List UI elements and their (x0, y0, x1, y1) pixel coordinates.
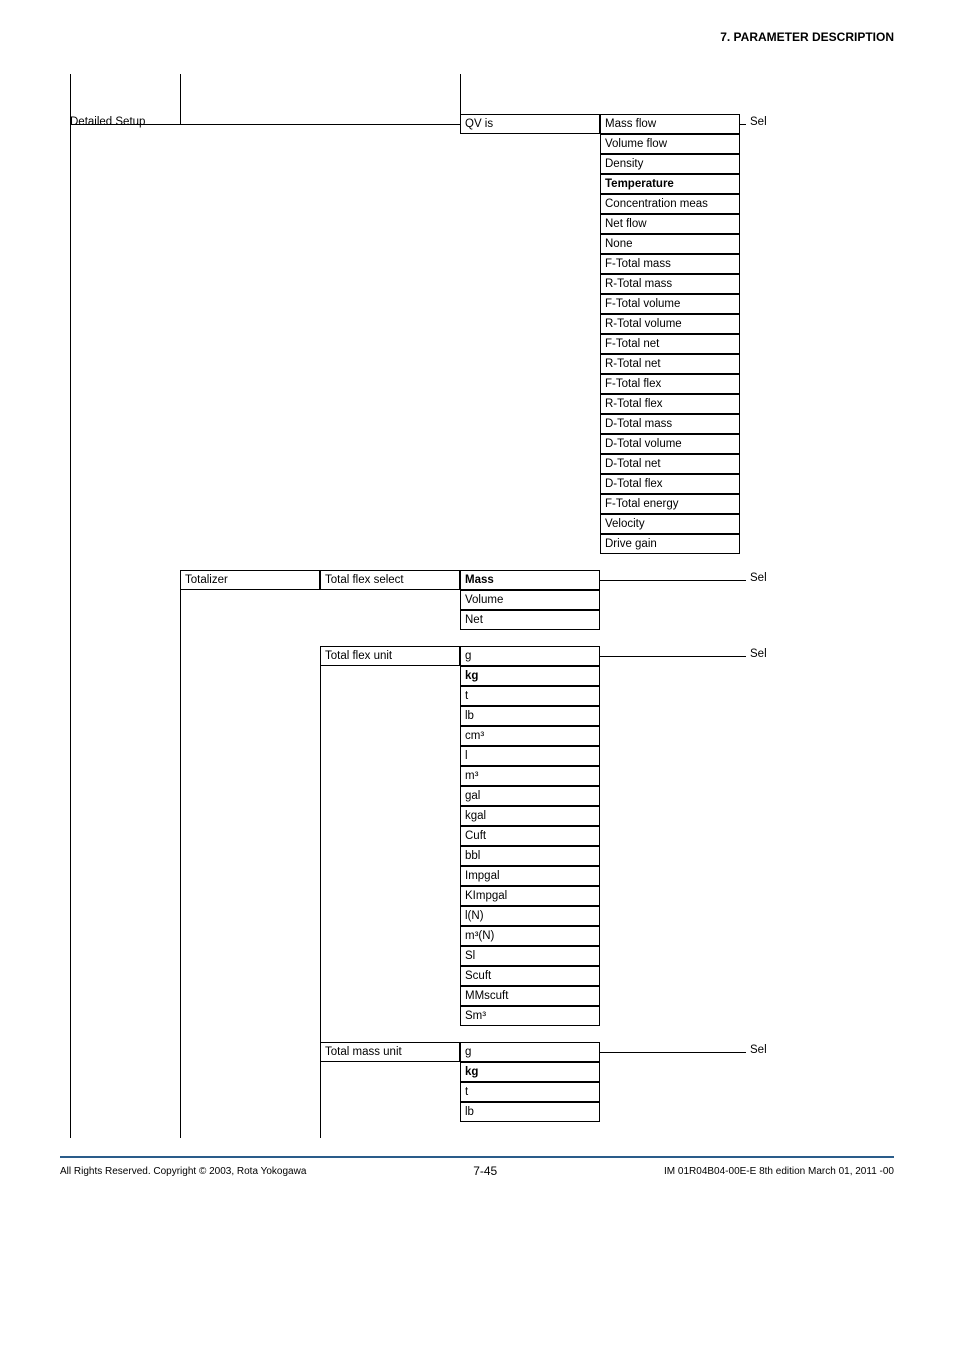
tree-option: Temperature (600, 174, 740, 194)
tree-option: Sl (460, 946, 600, 966)
tree-option: Mass (460, 570, 600, 590)
tree-option: Concentration meas (600, 194, 740, 214)
tree-option: D-Total flex (600, 474, 740, 494)
tree-option: bbl (460, 846, 600, 866)
tree-option: F-Total net (600, 334, 740, 354)
tree-option: Net (460, 610, 600, 630)
footer-doc-id: IM 01R04B04-00E-E 8th edition March 01, … (664, 1166, 894, 1177)
tree-option: Net flow (600, 214, 740, 234)
page-footer: All Rights Reserved. Copyright © 2003, R… (60, 1156, 894, 1178)
connector-v (70, 74, 71, 1138)
tree-option: t (460, 686, 600, 706)
tree-option: R-Total flex (600, 394, 740, 414)
tree-option: gal (460, 786, 600, 806)
tree-option: F-Total energy (600, 494, 740, 514)
connector-v (180, 74, 181, 124)
tree-option: MMscuft (460, 986, 600, 1006)
sel-label: Sel (750, 572, 767, 584)
connector-v (180, 580, 181, 1138)
tree-option: F-Total flex (600, 374, 740, 394)
parameter-tree-diagram: Detailed SetupQV isMass flowVolume flowD… (60, 74, 894, 1148)
tree-node: Totalizer (180, 570, 320, 590)
sel-label: Sel (750, 648, 767, 660)
tree-option: g (460, 1042, 600, 1062)
tree-option: kgal (460, 806, 600, 826)
connector-h (740, 124, 746, 125)
tree-option: KImpgal (460, 886, 600, 906)
tree-option: Impgal (460, 866, 600, 886)
tree-option: lb (460, 1102, 600, 1122)
tree-option: Volume (460, 590, 600, 610)
tree-option: m³(N) (460, 926, 600, 946)
tree-param: QV is (460, 114, 600, 134)
tree-option: Cuft (460, 826, 600, 846)
tree-param: Total mass unit (320, 1042, 460, 1062)
tree-param: Total flex unit (320, 646, 460, 666)
tree-option: t (460, 1082, 600, 1102)
connector-v (320, 656, 321, 1138)
connector-h (600, 656, 746, 657)
tree-param: Total flex select (320, 570, 460, 590)
tree-option: D-Total mass (600, 414, 740, 434)
tree-option: Drive gain (600, 534, 740, 554)
connector-v (460, 74, 461, 114)
tree-option: Sm³ (460, 1006, 600, 1026)
tree-option: Volume flow (600, 134, 740, 154)
tree-option: D-Total volume (600, 434, 740, 454)
tree-option: Scuft (460, 966, 600, 986)
tree-option: D-Total net (600, 454, 740, 474)
tree-option: R-Total mass (600, 274, 740, 294)
tree-option: kg (460, 666, 600, 686)
tree-option: g (460, 646, 600, 666)
tree-option: cm³ (460, 726, 600, 746)
tree-option: Density (600, 154, 740, 174)
footer-copyright: All Rights Reserved. Copyright © 2003, R… (60, 1166, 306, 1177)
sel-label: Sel (750, 1044, 767, 1056)
connector-h (600, 1052, 746, 1053)
sel-label: Sel (750, 116, 767, 128)
tree-option: m³ (460, 766, 600, 786)
tree-option: F-Total mass (600, 254, 740, 274)
tree-option: R-Total volume (600, 314, 740, 334)
section-header: 7. PARAMETER DESCRIPTION (60, 30, 894, 44)
tree-root-label: Detailed Setup (70, 116, 145, 128)
connector-h (70, 124, 460, 125)
tree-option: kg (460, 1062, 600, 1082)
footer-page-number: 7-45 (473, 1164, 497, 1178)
tree-option: lb (460, 706, 600, 726)
tree-option: None (600, 234, 740, 254)
tree-option: R-Total net (600, 354, 740, 374)
tree-option: F-Total volume (600, 294, 740, 314)
tree-option: l(N) (460, 906, 600, 926)
tree-option: l (460, 746, 600, 766)
tree-option: Velocity (600, 514, 740, 534)
connector-h (600, 580, 746, 581)
tree-option: Mass flow (600, 114, 740, 134)
